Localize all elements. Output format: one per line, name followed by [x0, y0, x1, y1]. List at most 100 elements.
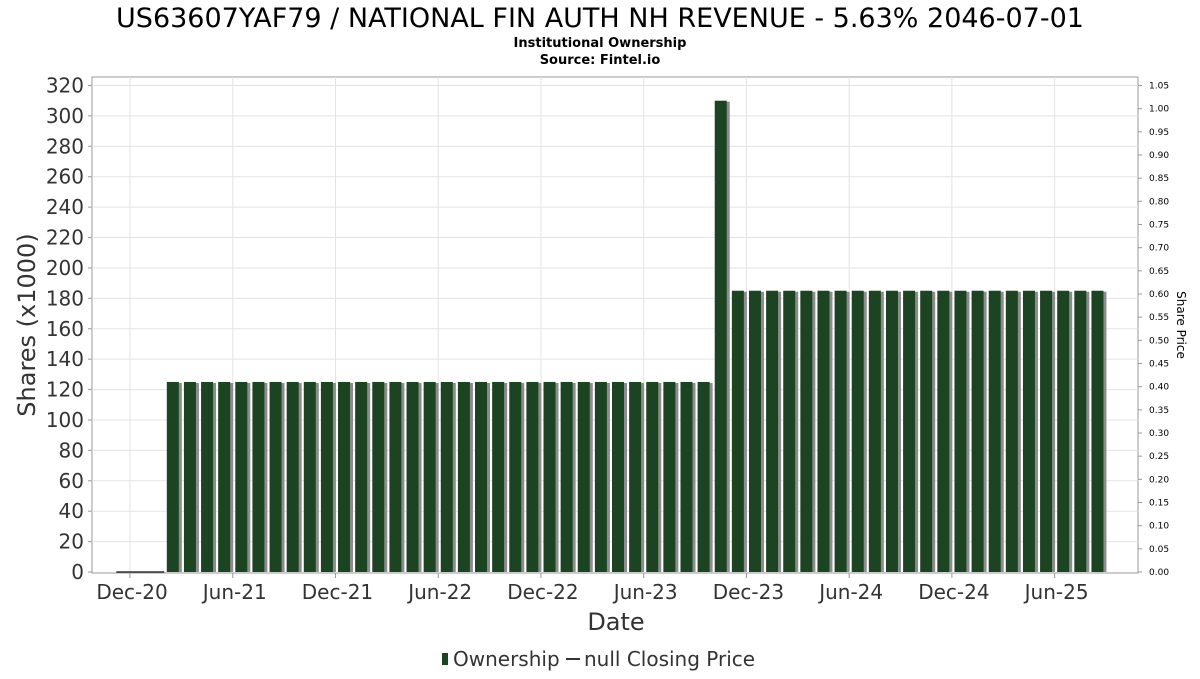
ownership-bar[interactable]: [286, 381, 299, 572]
x-tick-label: Dec-21: [302, 580, 373, 604]
ownership-bar[interactable]: [885, 290, 898, 572]
y-tick-label: 180: [46, 286, 84, 310]
chart-source: Source: Fintel.io: [540, 53, 661, 68]
legend-ownership-label[interactable]: Ownership: [453, 647, 560, 671]
ownership-bar[interactable]: [201, 381, 214, 572]
y-tick-label: 60: [59, 469, 84, 493]
chart-subtitle: Institutional Ownership: [514, 36, 687, 51]
y-axis-right-ticks: 0.00 0.05 0.10 0.15 0.20 0.25 0.30 0.35 0.40 0.45…: [1138, 82, 1169, 578]
ownership-bar[interactable]: [269, 381, 282, 572]
y-tick-label: 300: [46, 104, 84, 128]
ownership-bar[interactable]: [594, 381, 607, 572]
ownership-bar[interactable]: [868, 290, 881, 572]
ownership-bar[interactable]: [372, 381, 385, 572]
ownership-bar[interactable]: [903, 290, 916, 572]
y-axis-left-ticks: 0 20 40 60 80 100 120 140 160 180 200 220 240 260 280 3…: [46, 74, 92, 584]
ownership-bar[interactable]: [406, 381, 419, 572]
ownership-bar[interactable]: [783, 290, 796, 572]
ownership-bar[interactable]: [320, 381, 333, 572]
legend: Ownership null Closing Price: [442, 647, 755, 671]
ownership-bar[interactable]: [303, 381, 316, 572]
ownership-bar[interactable]: [1091, 290, 1104, 572]
ownership-bar[interactable]: [560, 381, 573, 572]
ownership-bar[interactable]: [920, 290, 933, 572]
bar-series-ownership: [166, 100, 1107, 572]
x-tick-label: Jun-24: [817, 580, 883, 604]
x-tick-label: Dec-20: [96, 580, 167, 604]
y-tick-label: 80: [59, 438, 84, 462]
y-tick-label: 20: [59, 530, 84, 554]
ownership-bar[interactable]: [646, 381, 659, 572]
ownership-bar[interactable]: [629, 381, 642, 572]
ownership-bar[interactable]: [1005, 290, 1018, 572]
y2-tick-label: 0.90: [1149, 151, 1169, 161]
y2-tick-label: 0.50: [1149, 336, 1169, 346]
y-axis-label: Shares (x1000): [13, 233, 41, 416]
y2-tick-label: 0.20: [1149, 475, 1169, 485]
ownership-bar[interactable]: [440, 381, 453, 572]
ownership-bar[interactable]: [663, 381, 676, 572]
legend-price-label[interactable]: null Closing Price: [584, 647, 755, 671]
ownership-bar[interactable]: [954, 290, 967, 572]
ownership-bar[interactable]: [851, 290, 864, 572]
ownership-bar[interactable]: [834, 290, 847, 572]
y2-tick-label: 0.30: [1149, 429, 1169, 439]
ownership-bar[interactable]: [423, 381, 436, 572]
ownership-bar[interactable]: [183, 381, 196, 572]
y2-tick-label: 0.35: [1149, 406, 1169, 416]
y-tick-label: 320: [46, 74, 84, 98]
ownership-bar[interactable]: [971, 290, 984, 572]
ownership-bar[interactable]: [252, 381, 265, 572]
ownership-bar[interactable]: [492, 381, 505, 572]
ownership-bar[interactable]: [543, 381, 556, 572]
ownership-bar[interactable]: [714, 100, 727, 572]
ownership-bar[interactable]: [817, 290, 830, 572]
ownership-bar[interactable]: [697, 381, 710, 572]
ownership-bar[interactable]: [1022, 290, 1035, 572]
y2-tick-label: 0.05: [1149, 545, 1169, 555]
ownership-bar[interactable]: [457, 381, 470, 572]
ownership-bar[interactable]: [1074, 290, 1087, 572]
y-tick-label: 260: [46, 165, 84, 189]
chart-title: US63607YAF79 / NATIONAL FIN AUTH NH REVE…: [116, 3, 1084, 34]
x-axis-label: Date: [587, 608, 644, 636]
x-axis-ticks: Dec-20 Jun-21 Dec-21 Jun-22 Dec-22 Jun-23 Dec-…: [96, 573, 1089, 604]
ownership-bar[interactable]: [680, 381, 693, 572]
ownership-bar[interactable]: [800, 290, 813, 572]
ownership-bar[interactable]: [235, 381, 248, 572]
ownership-bar[interactable]: [988, 290, 1001, 572]
ownership-bar[interactable]: [937, 290, 950, 572]
y2-tick-label: 0.15: [1149, 499, 1169, 509]
ownership-bar[interactable]: [509, 381, 522, 572]
y-tick-label: 160: [46, 317, 84, 341]
y2-tick-label: 0.65: [1149, 267, 1169, 277]
y2-tick-label: 1.00: [1149, 105, 1169, 115]
x-tick-label: Jun-23: [612, 580, 678, 604]
x-tick-label: Jun-22: [406, 580, 472, 604]
x-tick-label: Dec-23: [713, 580, 784, 604]
y2-tick-label: 0.60: [1149, 290, 1169, 300]
ownership-bar[interactable]: [338, 381, 351, 572]
ownership-bar[interactable]: [731, 290, 744, 572]
y-tick-label: 280: [46, 134, 84, 158]
ownership-bar[interactable]: [355, 381, 368, 572]
y-tick-label: 240: [46, 195, 84, 219]
ownership-bar[interactable]: [748, 290, 761, 572]
ownership-bar[interactable]: [1057, 290, 1070, 572]
ownership-bar[interactable]: [526, 381, 539, 572]
y-tick-label: 140: [46, 347, 84, 371]
ownership-bar[interactable]: [577, 381, 590, 572]
ownership-bar[interactable]: [389, 381, 402, 572]
ownership-bar[interactable]: [1040, 290, 1053, 572]
legend-ownership-swatch[interactable]: [442, 653, 448, 665]
x-tick-label: Jun-25: [1023, 580, 1089, 604]
ownership-bar[interactable]: [475, 381, 488, 572]
ownership-bar[interactable]: [766, 290, 779, 572]
x-tick-label: Jun-21: [201, 580, 267, 604]
ownership-bar[interactable]: [218, 381, 231, 572]
y2-tick-label: 0.10: [1149, 522, 1169, 532]
y2-tick-label: 0.80: [1149, 197, 1169, 207]
ownership-bar[interactable]: [166, 381, 179, 572]
ownership-bar[interactable]: [612, 381, 624, 572]
